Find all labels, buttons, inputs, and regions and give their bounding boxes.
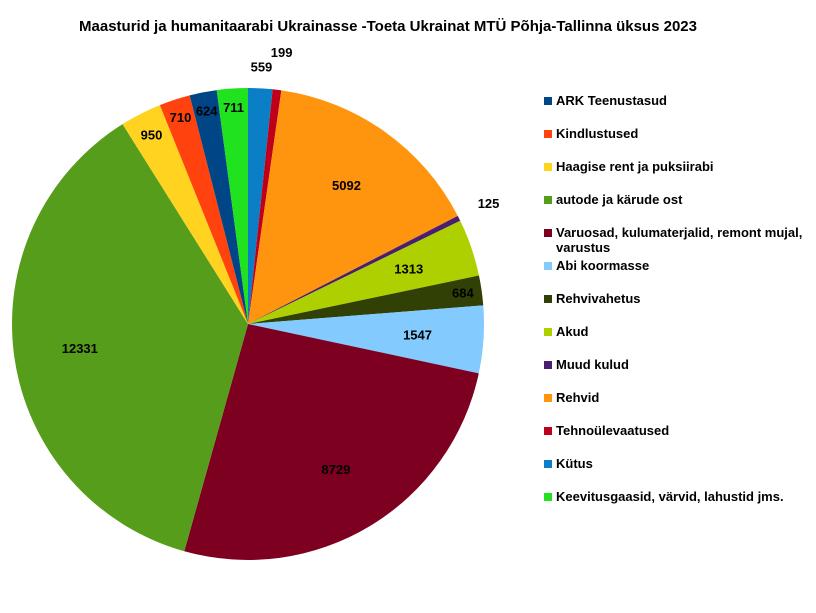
legend-label: Varuosad, kulumaterjalid, remont mujal, … [556,225,803,255]
pie-slice [189,90,248,325]
slice-value-label: 5092 [332,178,361,193]
legend-swatch [544,493,552,501]
legend-label: Keevitusgaasid, värvid, lahustid jms. [556,489,784,504]
legend-swatch [544,328,552,336]
pie-slice [248,220,479,324]
pie-slice [11,124,249,552]
slice-value-label: 710 [170,110,192,125]
legend-label: Muud kulud [556,357,629,372]
legend-item: Kindlustused [544,126,814,159]
legend-item: Abi koormasse [544,258,814,291]
legend-item: Rehvivahetus [544,291,814,324]
legend-label: Rehvivahetus [556,291,641,306]
legend-item: Akud [544,324,814,357]
chart-title: Maasturid ja humanitaarabi Ukrainasse -T… [79,18,697,35]
legend-item: Varuosad, kulumaterjalid, remont mujal, … [544,225,814,258]
pie-slice [248,215,461,324]
legend-swatch [544,394,552,402]
slice-value-label: 1547 [403,328,432,343]
legend-label: Haagise rent ja puksiirabi [556,159,714,174]
slice-value-label: 711 [223,100,244,115]
pie-slice [122,105,248,324]
legend-label: Kindlustused [556,126,639,141]
legend-item: Keevitusgaasid, värvid, lahustid jms. [544,489,814,522]
pie-slice [184,324,479,560]
legend-swatch [544,229,552,237]
legend-swatch [544,361,552,369]
legend-item: Kütus [544,456,814,489]
slice-value-label: 8729 [321,462,350,477]
pie-slice [248,88,273,324]
legend-swatch [544,262,552,270]
pie-slice [248,89,282,324]
legend: ARK Teenustasud Kindlustused Haagise rent … [544,93,814,522]
legend-swatch [544,163,552,171]
slice-value-label: 1313 [394,261,423,276]
slice-value-label: 624 [196,103,218,118]
legend-item: Haagise rent ja puksiirabi [544,159,814,192]
pie-slice [159,95,248,324]
slice-value-label: 684 [452,286,474,301]
slice-value-label: 12331 [62,341,98,356]
legend-swatch [544,97,552,105]
legend-label: Tehnoülevaatused [556,423,670,438]
legend-label: ARK Teenustasud [556,93,667,108]
slice-value-label: 125 [478,196,500,211]
legend-swatch [544,196,552,204]
legend-item: autode ja kärude ost [544,192,814,225]
legend-label: Akud [556,324,589,339]
slice-value-label: 199 [271,45,293,60]
legend-label: Kütus [556,456,593,471]
pie-slice [248,305,484,374]
legend-item: Tehnoülevaatused [544,423,814,456]
legend-item: Rehvid [544,390,814,423]
legend-swatch [544,130,552,138]
legend-label: Abi koormasse [556,258,650,273]
legend-swatch [544,460,552,468]
pie-slice [248,90,458,324]
slice-value-label: 559 [251,60,273,75]
legend-item: Muud kulud [544,357,814,390]
legend-swatch [544,295,552,303]
legend-item: ARK Teenustasud [544,93,814,126]
pie-slice [216,88,248,324]
legend-label: Rehvid [556,390,600,405]
pie-slice [248,275,484,324]
legend-label: autode ja kärude ost [556,192,683,207]
legend-swatch [544,427,552,435]
slice-value-label: 950 [141,127,163,142]
